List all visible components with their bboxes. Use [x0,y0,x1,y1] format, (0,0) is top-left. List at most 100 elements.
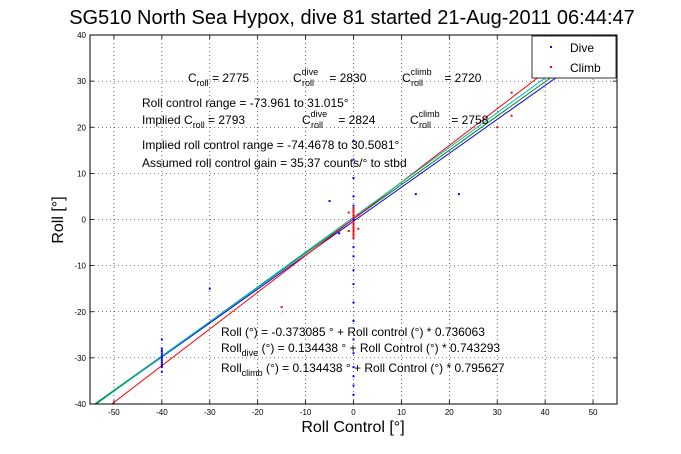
data-point-dive [352,218,355,221]
x-tick-label: -30 [204,408,216,417]
legend-climb-marker [550,66,552,68]
x-tick-label: 30 [493,408,502,417]
data-point-climb [352,234,355,237]
data-point-dive [338,232,341,235]
data-point-climb [352,227,355,230]
x-axis-label: Roll Control [°] [301,419,404,436]
data-point-climb [352,209,355,212]
y-tick-label: -40 [74,400,86,409]
data-point-dive [160,352,163,355]
data-point-climb [352,232,355,235]
data-point-dive [160,359,163,362]
data-point-dive [160,338,163,341]
data-point-climb [352,211,355,214]
data-point-dive [352,338,355,341]
data-point-dive [160,361,163,364]
annotations: Croll = 2775 Cdive roll = 2830 Cclimb roll… [142,67,505,378]
data-point-dive [352,246,355,249]
data-point-dive [160,347,163,350]
legend: Dive Climb [531,35,617,79]
data-point-dive [352,366,355,369]
data-point-dive [352,319,355,322]
y-tick-label: -30 [74,354,86,363]
y-tick-label: 30 [77,77,86,86]
legend-dive-marker [550,46,552,48]
legend-dive-label: Dive [570,41,594,55]
annotation-c-roll-dive: Cdive roll = 2830 [293,67,367,88]
y-tick-label: 40 [77,31,86,40]
data-point-dive [352,255,355,258]
data-point-dive [352,283,355,286]
y-tick-label: -10 [74,262,86,271]
data-point-dive [414,193,417,196]
annotation-implied-c-roll-climb: Cclimb roll = 2758 [410,109,489,130]
data-point-climb [352,213,355,216]
data-point-dive [352,301,355,304]
data-point-dive [160,349,163,352]
annotation-fit-dive: Rolldive (°) = 0.134438 ° + Roll Control… [221,341,500,358]
data-point-dive [160,363,163,366]
data-point-dive [328,200,331,203]
data-point-dive [352,384,355,387]
annotation-roll-control-range: Roll control range = -73.961 to 31.015° [142,96,349,110]
annotation-fit-climb: Rollclimb (°) = 0.134438 ° + Roll Contro… [221,361,505,378]
data-point-climb [347,230,350,233]
annotation-implied-range: Implied roll control range = -74.4678 to… [142,138,399,152]
data-point-dive [352,393,355,396]
data-point-climb [347,211,350,214]
data-points [160,91,513,396]
data-point-dive [160,370,163,373]
x-tick-label: -10 [300,408,312,417]
annotation-c-roll: Croll = 2775 [188,71,249,88]
data-point-climb [352,220,355,223]
data-point-climb [352,216,355,219]
data-point-dive [352,195,355,198]
annotation-implied-c-roll: Implied Croll = 2793 [142,113,245,130]
annotation-gain: Assumed roll control gain = 35.37 counts… [142,156,407,170]
y-axis-label: Roll [°] [50,196,67,243]
y-tick-label: -20 [74,308,86,317]
data-point-dive [352,140,355,143]
data-point-climb [352,236,355,239]
y-axis-ticks: -40 -30 -20 -10 0 10 20 30 40 [74,31,617,409]
data-point-climb [352,225,355,228]
chart-title: SG510 North Sea Hypox, dive 81 started 2… [69,7,635,29]
x-tick-label: 20 [445,408,454,417]
x-tick-label: -40 [156,408,168,417]
data-point-climb [280,306,283,309]
data-point-dive [352,158,355,161]
y-tick-label: 0 [82,216,87,225]
x-tick-label: 10 [397,408,406,417]
data-point-climb [352,223,355,226]
x-tick-label: 0 [351,408,356,417]
x-tick-label: 50 [589,408,598,417]
data-point-dive [352,375,355,378]
data-point-climb [357,213,360,216]
data-point-dive [352,269,355,272]
x-tick-label: 40 [541,408,550,417]
data-point-climb [357,227,360,230]
data-point-dive [160,354,163,357]
legend-climb-label: Climb [570,61,601,75]
annotation-fit-overall: Roll (°) = -0.373085 ° + Roll control (°… [221,325,485,339]
data-point-climb [510,114,513,117]
y-tick-label: 10 [77,169,86,178]
x-tick-label: -20 [252,408,264,417]
data-point-climb [496,126,499,129]
data-point-dive [352,204,355,207]
data-point-dive [457,193,460,196]
y-tick-label: 20 [77,123,86,132]
annotation-implied-c-roll-dive: Cdive roll = 2824 [302,109,376,130]
data-point-dive [208,287,211,290]
data-point-dive [352,352,355,355]
annotation-c-roll-climb: Cclimb roll = 2720 [402,67,482,88]
data-point-climb [352,206,355,209]
data-point-climb [510,91,513,94]
x-tick-label: -50 [108,408,120,417]
data-point-dive [160,366,163,369]
data-point-dive [352,176,355,179]
data-point-climb [352,230,355,233]
legend-box [531,35,617,79]
data-point-dive [160,356,163,359]
